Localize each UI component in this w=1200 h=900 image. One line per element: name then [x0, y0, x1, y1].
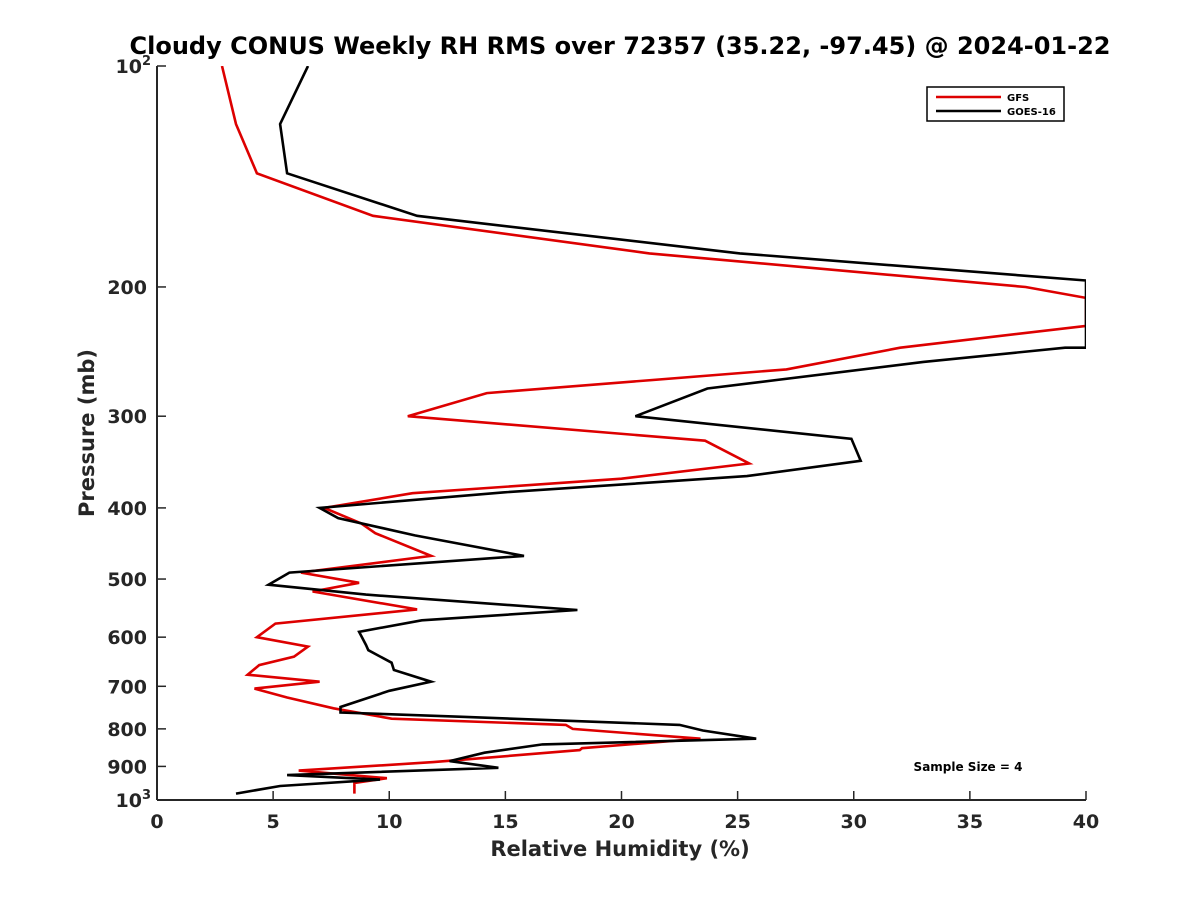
legend-entry: GOES-16	[1007, 107, 1056, 118]
legend-entry: GFS	[1007, 93, 1029, 104]
y-tick-label: 700	[107, 676, 147, 698]
y-tick-label: 500	[107, 569, 147, 591]
x-tick-label: 25	[724, 811, 750, 833]
x-tick-label: 0	[150, 811, 163, 833]
legend: GFS GOES-16	[926, 86, 1065, 122]
x-tick-label: 30	[841, 811, 867, 833]
x-axis-label: Relative Humidity (%)	[490, 837, 749, 861]
axes-layer: 0 5 10 15 20 25 30 35 40 102 200 300 400 500 600 700 800…	[107, 54, 1099, 833]
y-tick-label: 900	[107, 756, 147, 778]
x-tick-label: 40	[1073, 811, 1099, 833]
x-tick-label: 35	[957, 811, 983, 833]
y-tick-label: 800	[107, 719, 147, 741]
y-tick-label: 400	[107, 498, 147, 520]
chart-title: Cloudy CONUS Weekly RH RMS over 72357 (3…	[130, 32, 1111, 60]
series-layer	[220, 66, 1086, 795]
y-tick-label: 200	[107, 277, 147, 299]
x-tick-label: 20	[608, 811, 634, 833]
y-tick-label: 103	[116, 788, 152, 812]
x-tick-label: 15	[492, 811, 518, 833]
series-line-gfs	[220, 66, 1086, 794]
y-tick-label: 600	[107, 627, 147, 649]
series-line-goes-16	[235, 66, 1086, 795]
y-tick-label: 102	[116, 54, 152, 78]
legend-box	[926, 86, 1065, 122]
x-tick-label: 10	[376, 811, 402, 833]
x-tick-label: 5	[267, 811, 280, 833]
y-tick-label: 300	[107, 406, 147, 428]
sample-size-note: Sample Size = 4	[914, 760, 1023, 774]
y-axis-label: Pressure (mb)	[75, 349, 99, 517]
